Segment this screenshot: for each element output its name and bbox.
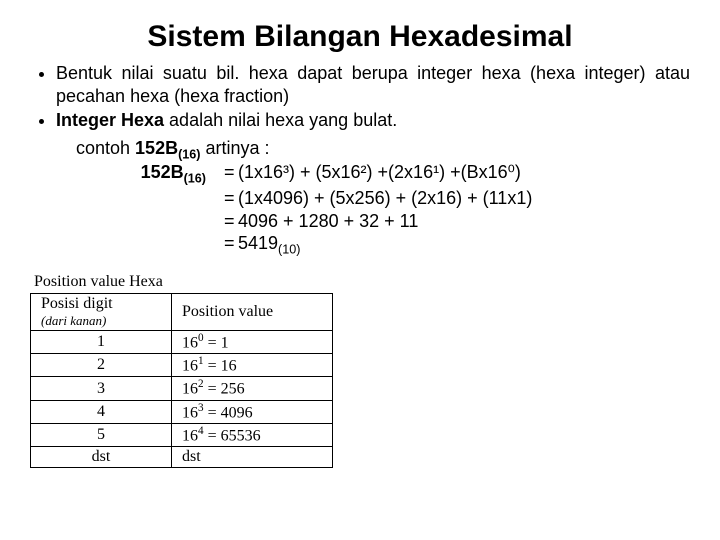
table-cell-val: 161 = 16 (172, 354, 333, 377)
example-eq-4: = (224, 232, 238, 258)
example-line-4-sub: (10) (278, 243, 300, 257)
bullet-list: Bentuk nilai suatu bil. hexa dapat berup… (30, 62, 690, 132)
table-cell-pos: 2 (31, 354, 172, 377)
table-cell-val: 163 = 4096 (172, 400, 333, 423)
table-cell-pos: 1 (31, 330, 172, 353)
example-line-4-num: 5419 (238, 233, 278, 253)
table-row: 1 160 = 1 (31, 330, 333, 353)
bullet-1: Bentuk nilai suatu bil. hexa dapat berup… (56, 62, 690, 107)
example-intro-num: 152B (135, 138, 178, 158)
position-value-table: Posisi digit (dari kanan) Position value… (30, 293, 333, 469)
table-cell-pos: 4 (31, 400, 172, 423)
example-eq-3: = (224, 210, 238, 233)
example-line-2: (1x4096) + (5x256) + (2x16) + (11x1) (238, 187, 690, 210)
table-header-row: Posisi digit (dari kanan) Position value (31, 293, 333, 330)
example-line-1: (1x16³) + (5x16²) +(2x16¹) +(Bx16⁰) (238, 161, 690, 187)
bullet-2-rest: adalah nilai hexa yang bulat. (164, 110, 397, 130)
bullet-2-prefix: Integer Hexa (56, 110, 164, 130)
example-eq-1: = (224, 161, 238, 187)
example-intro: contoh 152B(16) artinya : (76, 138, 690, 162)
table-cell-pos: dst (31, 447, 172, 468)
example-block: contoh 152B(16) artinya : 152B(16) = (1x… (76, 138, 690, 259)
table-cell-pos: 3 (31, 377, 172, 400)
example-intro-a: contoh (76, 138, 135, 158)
table-row: 3 162 = 256 (31, 377, 333, 400)
table-caption: Position value Hexa (34, 273, 690, 291)
table-header-left-top: Posisi digit (41, 295, 113, 312)
table-header-left: Posisi digit (dari kanan) (31, 293, 172, 330)
example-row-3: = 4096 + 1280 + 32 + 11 (76, 210, 690, 233)
table-header-right: Position value (172, 293, 333, 330)
table-cell-val: 164 = 65536 (172, 424, 333, 447)
table-header-left-bottom: (dari kanan) (41, 313, 161, 329)
page-title: Sistem Bilangan Hexadesimal (30, 20, 690, 54)
example-eq-2: = (224, 187, 238, 210)
example-row-4: = 5419(10) (76, 232, 690, 258)
table-section: Position value Hexa Posisi digit (dari k… (30, 273, 690, 469)
table-row: 5 164 = 65536 (31, 424, 333, 447)
example-line-3: 4096 + 1280 + 32 + 11 (238, 210, 690, 233)
table-cell-val: 160 = 1 (172, 330, 333, 353)
table-cell-pos: 5 (31, 424, 172, 447)
example-intro-sub: (16) (178, 147, 200, 161)
bullet-2: Integer Hexa adalah nilai hexa yang bula… (56, 109, 690, 132)
table-row: dst dst (31, 447, 333, 468)
table-cell-val: dst (172, 447, 333, 468)
table-cell-val: 162 = 256 (172, 377, 333, 400)
table-row: 4 163 = 4096 (31, 400, 333, 423)
table-row: 2 161 = 16 (31, 354, 333, 377)
example-row-2: = (1x4096) + (5x256) + (2x16) + (11x1) (76, 187, 690, 210)
example-lhs-num: 152B (141, 162, 184, 182)
example-lhs-sub: (16) (184, 172, 206, 186)
example-row-1: 152B(16) = (1x16³) + (5x16²) +(2x16¹) +(… (76, 161, 690, 187)
example-intro-b: artinya : (200, 138, 269, 158)
